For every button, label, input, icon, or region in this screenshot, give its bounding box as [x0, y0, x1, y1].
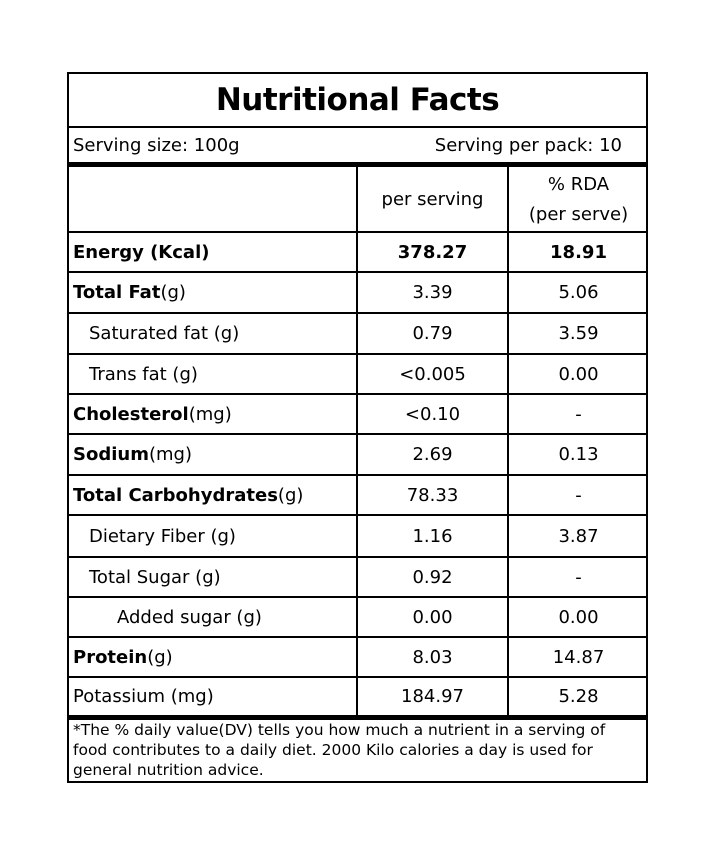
table-row: Sodium (mg) 2.69 0.13 [69, 434, 646, 476]
column-header-rda-line2: (per serve) [528, 203, 629, 225]
rda-value: 0.13 [558, 444, 599, 465]
rda-value: 5.28 [558, 685, 599, 707]
rda-value: 3.87 [558, 525, 599, 547]
page-title: Nutritional Facts [215, 82, 500, 118]
nutrient-name: Cholesterol (mg) [73, 394, 232, 434]
table-row: Total Sugar (g) 0.92 - [69, 557, 646, 598]
nutrient-name: Total Sugar (g) [89, 557, 221, 597]
per-serving-value: 0.79 [412, 323, 453, 344]
per-serving-value: <0.10 [404, 403, 461, 425]
column-header-rda-line1: % RDA [547, 173, 610, 195]
thick-divider-bottom [69, 715, 646, 720]
nutrient-label: Added sugar (g) [117, 606, 262, 628]
row-divider [69, 312, 646, 314]
nutrient-name: Saturated fat (g) [89, 313, 239, 354]
row-divider [69, 676, 646, 678]
nutrient-label: Potassium (mg) [73, 685, 214, 707]
row-divider [69, 393, 646, 395]
nutrient-name: Energy (Kcal) [73, 232, 209, 272]
per-serving-value: 0.92 [412, 566, 453, 588]
nutrient-name: Protein (g) [73, 637, 173, 677]
row-divider [69, 231, 646, 233]
serving-size-text: Serving size: 100g [73, 135, 240, 156]
column-divider-2 [507, 167, 509, 715]
nutrient-name: Trans fat (g) [89, 354, 198, 394]
serving-info-row: Serving size: 100g Serving per pack: 10 [69, 128, 646, 162]
nutrient-name: Dietary Fiber (g) [89, 515, 236, 557]
nutrient-label: Total Carbohydrates [73, 484, 278, 506]
nutrient-name: Added sugar (g) [117, 597, 262, 637]
row-divider [69, 514, 646, 516]
rda-value: 18.91 [550, 241, 607, 263]
per-serving-value: 1.16 [412, 525, 453, 547]
nutrient-label: Saturated fat (g) [89, 323, 240, 344]
row-divider [69, 474, 646, 476]
nutrient-unit: (mg) [188, 403, 232, 425]
per-serving-value: 0.00 [412, 606, 453, 628]
row-divider [69, 596, 646, 598]
rda-value: 5.06 [558, 282, 599, 303]
table-row: Potassium (mg) 184.97 5.28 [69, 677, 646, 715]
nutrient-unit: (g) [277, 484, 304, 506]
per-serving-value: 184.97 [401, 685, 464, 707]
table-row: Protein (g) 8.03 14.87 [69, 637, 646, 678]
rda-value: - [575, 484, 582, 506]
table-row: Dietary Fiber (g) 1.16 3.87 [69, 515, 646, 558]
row-divider [69, 556, 646, 558]
nutrient-label: Sodium [73, 444, 149, 465]
column-header-rda: % RDA (per serve) [509, 167, 648, 232]
footnote: *The % daily value(DV) tells you how muc… [73, 721, 606, 779]
thick-divider-top [69, 162, 646, 167]
table-row: Added sugar (g) 0.00 0.00 [69, 597, 646, 638]
per-serving-value: 2.69 [412, 444, 453, 465]
nutrient-label: Protein [73, 646, 148, 668]
rda-value: 14.87 [552, 646, 605, 668]
nutrient-name: Potassium (mg) [73, 677, 214, 715]
nutrient-label: Total Fat [73, 282, 161, 303]
per-serving-value: 3.39 [412, 282, 453, 303]
nutrient-label: Dietary Fiber (g) [89, 525, 236, 547]
nutrition-facts-panel: Nutritional Facts Serving size: 100g Ser… [67, 72, 648, 783]
rda-value: 0.00 [558, 363, 599, 385]
title-divider [69, 126, 646, 128]
rda-value: 3.59 [558, 323, 599, 344]
nutrient-name: Sodium (mg) [73, 434, 192, 475]
row-divider [69, 271, 646, 273]
nutrient-name: Total Carbohydrates (g) [73, 475, 303, 515]
table-header-row: per serving % RDA (per serve) [69, 167, 648, 233]
row-divider [69, 433, 646, 435]
nutrition-table: per serving % RDA (per serve) Energy (Kc… [69, 167, 646, 715]
serving-per-pack-text: Serving per pack: 10 [434, 135, 622, 156]
row-divider [69, 636, 646, 638]
nutrient-label: Energy (Kcal) [73, 241, 210, 263]
nutrient-unit: (g) [160, 282, 186, 303]
nutrient-unit: (g) [147, 646, 173, 668]
table-row: Cholesterol (mg) <0.10 - [69, 394, 646, 435]
table-row: Saturated fat (g) 0.79 3.59 [69, 313, 646, 355]
rda-value: - [575, 403, 582, 425]
nutrient-name: Total Fat (g) [73, 272, 186, 313]
rda-value: - [575, 566, 582, 588]
per-serving-value: 378.27 [397, 241, 468, 263]
column-divider-1 [356, 167, 358, 715]
nutrient-unit: (mg) [148, 444, 192, 465]
table-row: Total Carbohydrates (g) 78.33 - [69, 475, 646, 516]
table-row: Total Fat (g) 3.39 5.06 [69, 272, 646, 314]
nutrient-label: Cholesterol [73, 403, 189, 425]
nutrient-label: Trans fat (g) [89, 363, 198, 385]
table-row: Energy (Kcal) 378.27 18.91 [69, 232, 646, 273]
rda-value: 0.00 [558, 606, 599, 628]
nutrient-label: Total Sugar (g) [89, 566, 221, 588]
per-serving-value: <0.005 [399, 363, 466, 385]
per-serving-value: 78.33 [406, 484, 459, 506]
per-serving-value: 8.03 [412, 646, 453, 668]
row-divider [69, 353, 646, 355]
column-header-per-serving: per serving [381, 188, 484, 210]
table-row: Trans fat (g) <0.005 0.00 [69, 354, 646, 395]
